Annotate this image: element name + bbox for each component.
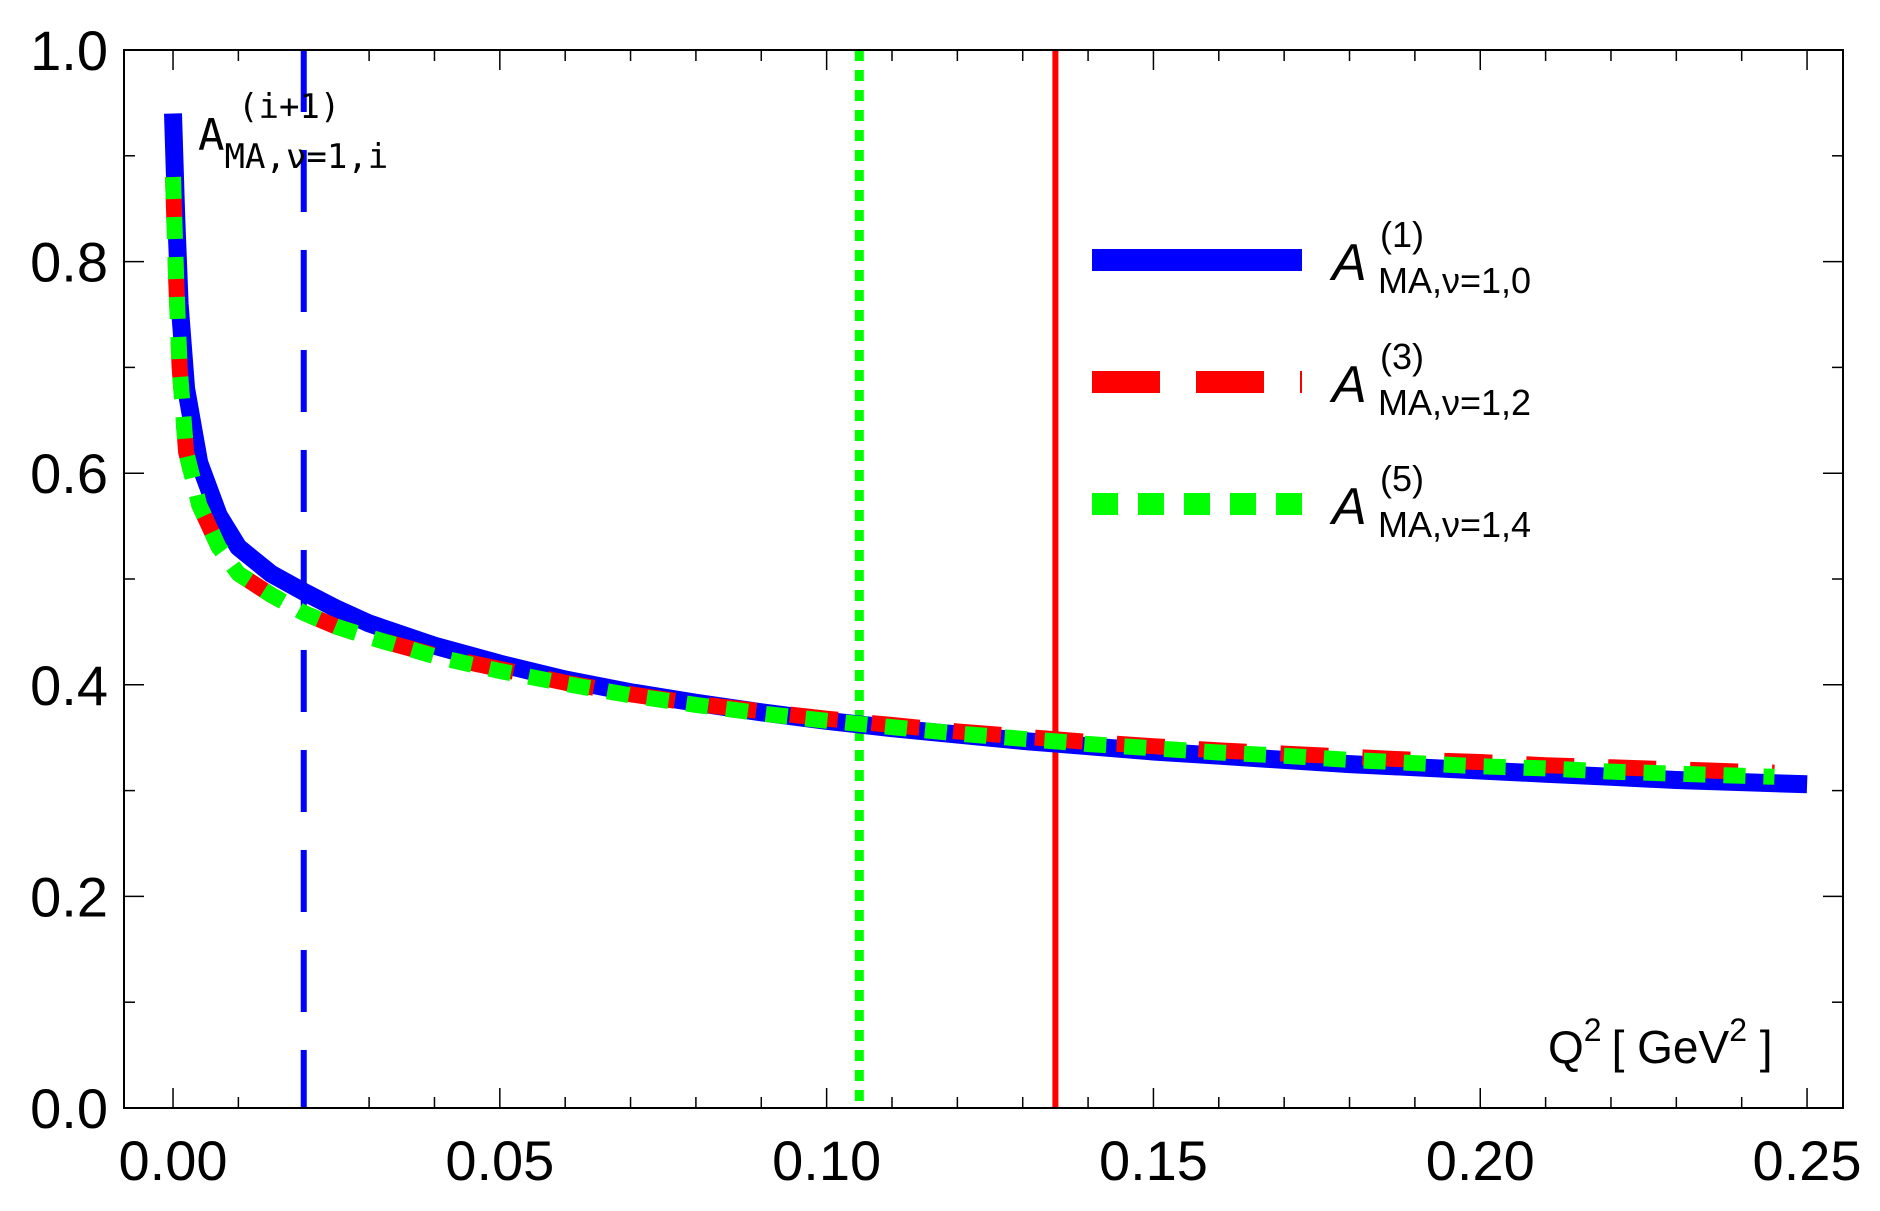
x-tick-labels: 0.00 0.05 0.10 0.15 0.20 0.25 [119,1129,1862,1192]
corner-label-base: A [198,110,225,161]
legend-label-2: A [1329,356,1367,414]
series-line-3 [165,176,1775,785]
y-tick-label: 1.0 [30,19,108,82]
x-tick-label: 0.25 [1753,1129,1862,1192]
legend-label-2-sub: MA,ν=1,2 [1378,382,1531,423]
x-tick-label: 0.10 [772,1129,881,1192]
legend-label-1: A [1329,234,1367,292]
legend-label-3-sub: MA,ν=1,4 [1378,504,1531,545]
y-tick-label: 0.2 [30,865,108,928]
x-tick-label: 0.15 [1099,1129,1208,1192]
corner-label-sub: MA,ν=1,i [225,137,389,177]
legend-label-1-sup: (1) [1380,214,1424,255]
legend-label-1-sub: MA,ν=1,0 [1378,260,1531,301]
tick-marks [124,49,1843,1109]
legend-label-2-sup: (3) [1380,336,1424,377]
corner-label-sup: (i+1) [238,87,340,127]
plot-frame [123,49,1844,1109]
legend-label-3: A [1329,478,1367,536]
x-axis-label-sup: 2 [1584,1012,1602,1048]
y-tick-label: 0.4 [30,654,108,717]
x-tick-label: 0.05 [445,1129,554,1192]
x-axis-label-unit: [ GeV [1612,1021,1730,1073]
x-axis-label-unit-sup: 2 [1729,1012,1747,1048]
x-tick-label: 0.00 [119,1129,228,1192]
series-line-2 [165,176,1775,781]
y-tick-label: 0.6 [30,442,108,505]
x-tick-label: 0.20 [1426,1129,1535,1192]
legend-label-3-sup: (5) [1380,458,1424,499]
y-tick-label: 0.8 [30,231,108,294]
reference-lines [300,50,1059,1108]
x-axis-label: Q2[ GeV2 ] [1548,1012,1773,1073]
y-tick-labels: 0.0 0.2 0.4 0.6 0.8 1.0 [30,19,108,1140]
corner-label: AMA,ν=1,i [198,110,388,177]
x-axis-label-base: Q [1548,1021,1584,1073]
series-line-1 [164,113,1808,794]
series-lines [164,113,1808,794]
legend: A (1) MA,ν=1,0 A (3) MA,ν=1,2 A (5) MA,ν… [1092,214,1531,545]
x-axis-label-close: ] [1747,1021,1773,1073]
y-tick-label: 0.0 [30,1077,108,1140]
